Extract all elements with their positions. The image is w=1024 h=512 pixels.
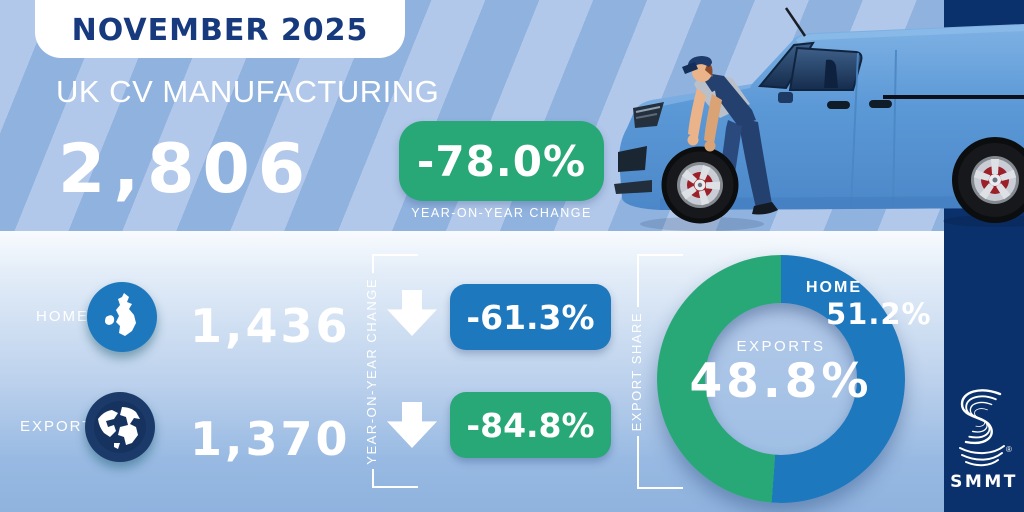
yoy-change-bracket: YEAR-ON-YEAR CHANGE bbox=[364, 254, 418, 489]
home-row-label: HOME bbox=[36, 308, 89, 325]
smmt-logo-text: SMMT bbox=[950, 472, 1018, 492]
bracket-top-tick bbox=[637, 254, 683, 256]
yoy-axis-label: YEAR-ON-YEAR CHANGE bbox=[364, 277, 379, 465]
export-change-value: -84.8% bbox=[466, 405, 595, 445]
registered-mark: ® bbox=[1006, 445, 1012, 454]
bracket-line bbox=[637, 436, 639, 488]
export-row-label: EXPORT bbox=[20, 418, 94, 435]
bracket-line bbox=[372, 256, 374, 273]
headline-change-badge: -78.0% bbox=[399, 121, 604, 201]
uk-map-icon bbox=[87, 282, 157, 352]
uk-map-glyph bbox=[105, 293, 136, 336]
page-title: UK CV MANUFACTURING bbox=[56, 74, 440, 109]
van-illustration bbox=[614, 7, 1024, 231]
export-share-axis-label: EXPORT SHARE bbox=[629, 311, 644, 432]
month-badge-label: NOVEMBER 2025 bbox=[71, 13, 369, 48]
month-badge: NOVEMBER 2025 bbox=[35, 0, 405, 58]
globe-icon bbox=[85, 392, 155, 462]
export-change-badge: -84.8% bbox=[450, 392, 611, 458]
tire-icon bbox=[661, 146, 739, 224]
donut-exports-label: EXPORTS bbox=[736, 338, 826, 355]
globe-glyph bbox=[94, 401, 146, 453]
export-value: 1,370 bbox=[190, 412, 351, 466]
donut-hole bbox=[705, 303, 857, 455]
donut-center-labels: EXPORTS 48.8% bbox=[657, 338, 905, 405]
home-value: 1,436 bbox=[190, 299, 351, 353]
home-change-badge: -61.3% bbox=[450, 284, 611, 350]
bracket-top-tick bbox=[372, 254, 418, 256]
donut-exports-value: 48.8% bbox=[689, 354, 873, 409]
export-share-bracket: EXPORT SHARE bbox=[629, 254, 683, 490]
bracket-line bbox=[372, 469, 374, 487]
bracket-line bbox=[637, 256, 639, 307]
home-change-value: -61.3% bbox=[466, 297, 595, 337]
total-units-value: 2,806 bbox=[58, 130, 314, 209]
smmt-logo-icon: ® bbox=[959, 389, 1012, 467]
donut-home-value: 51.2% bbox=[826, 297, 932, 331]
bracket-bottom-tick bbox=[637, 487, 683, 490]
donut-home-label: HOME bbox=[806, 279, 862, 296]
van-rear-wheel-icon bbox=[952, 137, 1024, 223]
donut-chart bbox=[657, 255, 905, 503]
bracket-bottom-tick bbox=[372, 486, 418, 489]
headline-change-value: -78.0% bbox=[416, 136, 587, 186]
headline-change-label: YEAR-ON-YEAR CHANGE bbox=[411, 206, 592, 220]
